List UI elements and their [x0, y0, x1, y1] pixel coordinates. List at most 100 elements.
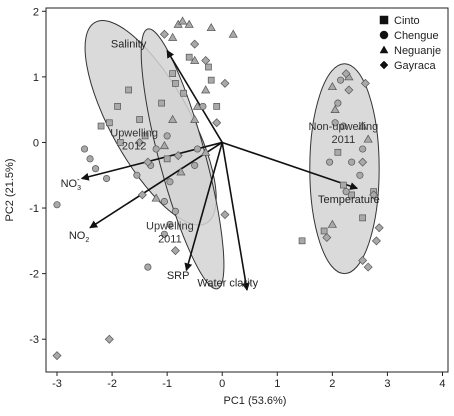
- point-cinto: [116, 139, 124, 146]
- legend-item-neguanje: [379, 45, 389, 54]
- point-chengue: [152, 145, 160, 153]
- point-cinto: [334, 148, 342, 156]
- point-neguanje: [327, 81, 337, 91]
- point-gayraca: [170, 246, 180, 256]
- vector-label-salinity: Salinity: [111, 38, 147, 50]
- point-gayraca: [374, 223, 384, 233]
- point-cinto: [320, 227, 328, 235]
- point-cinto: [141, 132, 149, 140]
- y-axis-title: PC2 (21.5%): [4, 159, 16, 222]
- point-chengue: [144, 263, 152, 271]
- point-neguanje: [358, 121, 368, 130]
- point-chengue: [359, 145, 367, 153]
- y-tick-label: -2: [29, 269, 39, 281]
- vector-label-water-clarity: Water clarity: [197, 278, 258, 290]
- series-chengue: [53, 76, 367, 271]
- point-neguanje: [327, 219, 337, 228]
- point-gayraca: [220, 78, 230, 88]
- point-gayraca: [159, 29, 169, 39]
- point-neguanje: [177, 16, 188, 25]
- series-gayraca: [52, 29, 384, 361]
- point-neguanje: [192, 101, 203, 110]
- point-gayraca: [358, 157, 368, 167]
- point-neguanje: [228, 29, 238, 38]
- x-tick-label: 4: [439, 378, 445, 390]
- group-label-1: Upwelling 2012: [110, 127, 158, 152]
- point-cinto: [169, 70, 177, 77]
- vector-label-no3: NO3-: [61, 175, 82, 192]
- point-gayraca: [212, 118, 222, 128]
- point-gayraca: [341, 69, 351, 79]
- point-gayraca: [363, 262, 373, 272]
- point-cinto: [172, 80, 179, 87]
- point-cinto: [340, 181, 347, 189]
- point-neguanje: [201, 85, 211, 94]
- point-chengue: [337, 76, 345, 84]
- x-tick-label: 1: [274, 378, 280, 390]
- point-neguanje: [159, 141, 170, 150]
- point-neguanje: [168, 114, 178, 123]
- point-gayraca: [371, 236, 381, 246]
- vector-arrow-srp: [184, 142, 223, 272]
- vector-label-temperature: Temperature: [318, 194, 380, 206]
- point-chengue: [326, 158, 334, 166]
- vector-arrow-salinity: [166, 49, 223, 143]
- legend-item-cinto: [379, 15, 389, 25]
- point-neguanje: [176, 167, 186, 176]
- point-gayraca: [173, 151, 183, 161]
- point-chengue: [86, 155, 94, 163]
- point-chengue: [92, 165, 100, 173]
- y-tick-label: -1: [29, 203, 39, 215]
- point-chengue: [160, 197, 168, 206]
- point-cinto: [205, 63, 212, 71]
- data-points: [52, 16, 384, 361]
- legend-label-cinto: Cinto: [394, 15, 420, 27]
- series-cinto: [97, 53, 378, 245]
- vector-label-srp: SRP: [167, 270, 190, 282]
- legend: Cinto Chengue Neguanje Gayraca: [379, 15, 441, 72]
- point-gayraca: [104, 334, 114, 344]
- point-chengue: [133, 171, 141, 179]
- point-cinto: [105, 119, 113, 127]
- group-labels: Upwelling 2012 Upwelling 2011 Non-upwelling 2…: [110, 121, 378, 246]
- point-cinto: [180, 89, 188, 97]
- point-cinto: [163, 155, 171, 163]
- point-cinto: [207, 76, 215, 84]
- x-tick-label: 2: [329, 378, 335, 390]
- point-gayraca: [369, 190, 379, 200]
- point-chengue: [171, 207, 179, 215]
- group-label-2: Upwelling 2011: [146, 221, 194, 246]
- point-cinto: [348, 191, 355, 199]
- point-chengue: [342, 188, 350, 196]
- point-gayraca: [143, 157, 153, 167]
- point-gayraca: [358, 256, 368, 265]
- point-chengue: [348, 158, 356, 166]
- y-tick-label: 1: [33, 72, 39, 84]
- vector-label-no2: NO2: [69, 230, 90, 244]
- x-axis-title: PC1 (53.6%): [224, 395, 287, 407]
- x-tick-label: -1: [162, 378, 172, 390]
- vector-arrow-no2: [89, 141, 223, 229]
- point-neguanje: [190, 55, 200, 64]
- point-chengue: [356, 171, 364, 179]
- point-neguanje: [151, 193, 161, 202]
- point-neguanje: [184, 19, 194, 28]
- group-ellipse-3: [309, 63, 380, 275]
- point-chengue: [160, 230, 168, 238]
- legend-item-chengue: [379, 30, 389, 40]
- point-chengue: [331, 119, 339, 127]
- legend-marker-neguanje: [379, 45, 389, 54]
- point-gayraca: [52, 351, 62, 361]
- point-cinto: [359, 214, 366, 222]
- point-gayraca: [135, 137, 145, 147]
- point-cinto: [158, 99, 165, 107]
- legend-marker-gayraca: [379, 60, 389, 70]
- point-cinto: [97, 122, 105, 130]
- vector-arrow-water-clarity: [221, 142, 250, 292]
- legend-item-gayraca: [379, 60, 389, 70]
- x-tick-label: 0: [219, 378, 225, 390]
- point-chengue: [80, 145, 89, 153]
- point-neguanje: [206, 22, 216, 32]
- x-tick-label: -3: [52, 378, 62, 390]
